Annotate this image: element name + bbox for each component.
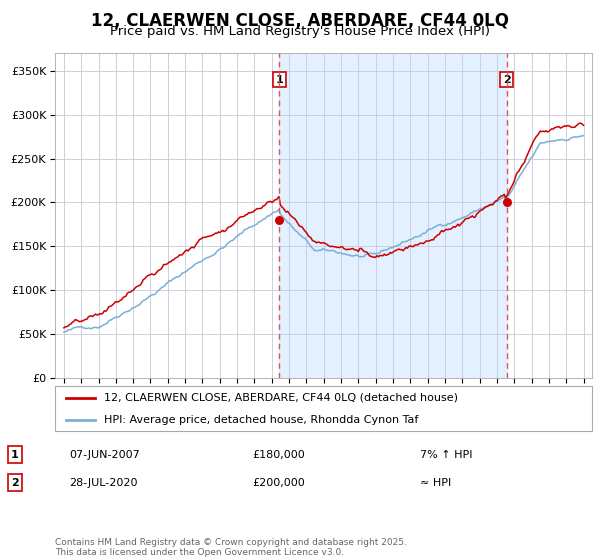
Text: HPI: Average price, detached house, Rhondda Cynon Taf: HPI: Average price, detached house, Rhon… [104,415,418,425]
Text: Price paid vs. HM Land Registry's House Price Index (HPI): Price paid vs. HM Land Registry's House … [110,25,490,38]
Text: 12, CLAERWEN CLOSE, ABERDARE, CF44 0LQ (detached house): 12, CLAERWEN CLOSE, ABERDARE, CF44 0LQ (… [104,393,458,403]
Text: £180,000: £180,000 [252,450,305,460]
Text: 28-JUL-2020: 28-JUL-2020 [69,478,137,488]
Text: 12, CLAERWEN CLOSE, ABERDARE, CF44 0LQ: 12, CLAERWEN CLOSE, ABERDARE, CF44 0LQ [91,12,509,30]
Text: ≈ HPI: ≈ HPI [420,478,451,488]
Text: £200,000: £200,000 [252,478,305,488]
Text: Contains HM Land Registry data © Crown copyright and database right 2025.
This d: Contains HM Land Registry data © Crown c… [55,538,407,557]
Text: 07-JUN-2007: 07-JUN-2007 [69,450,140,460]
Bar [280,53,507,378]
FancyBboxPatch shape [55,386,592,431]
Text: 7% ↑ HPI: 7% ↑ HPI [420,450,473,460]
Text: 1: 1 [11,450,19,460]
Text: 2: 2 [503,74,511,85]
Text: 2: 2 [11,478,19,488]
Text: 1: 1 [275,74,283,85]
